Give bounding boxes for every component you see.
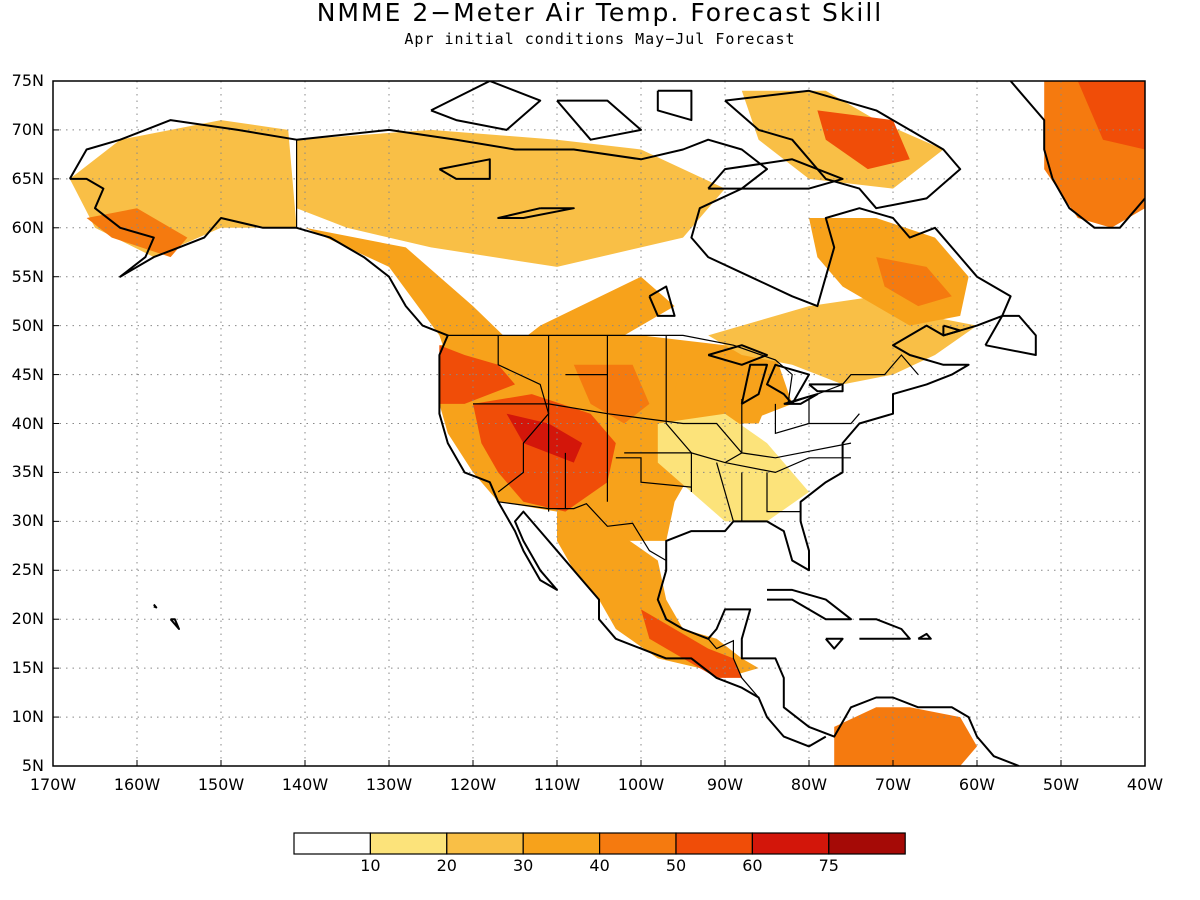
political-border	[498, 501, 667, 562]
coastline	[68, 119, 1020, 766]
political-border	[473, 403, 852, 459]
colorbar-level-label: 30	[513, 856, 534, 875]
coastline	[767, 588, 852, 621]
skill-region-15	[817, 110, 910, 170]
coastline	[825, 637, 844, 650]
coastline	[766, 363, 810, 405]
coastline	[648, 285, 676, 317]
political-border	[724, 399, 743, 464]
skill-region-13	[876, 257, 952, 307]
lat-label: 75N	[11, 71, 44, 90]
skill-region-19	[834, 707, 977, 766]
political-border	[296, 139, 331, 239]
colorbar-level-label: 60	[742, 856, 763, 875]
lat-label: 5N	[21, 756, 44, 775]
coastline	[1009, 81, 1145, 229]
coastline	[656, 89, 693, 122]
lon-label: 80W	[790, 775, 828, 794]
skill-region-2	[296, 129, 725, 267]
lon-label: 90W	[706, 775, 744, 794]
lon-label: 150W	[197, 775, 245, 794]
skill-region-20	[657, 413, 809, 522]
lat-label: 30N	[11, 511, 44, 531]
colorbar-level-label: 50	[665, 856, 687, 875]
political-border	[774, 399, 810, 435]
lat-label: 15N	[11, 658, 44, 678]
skill-region-5	[439, 345, 515, 404]
colorbar-swatch	[828, 832, 906, 855]
coastline	[69, 177, 827, 748]
lon-label: 130W	[365, 775, 413, 794]
coastline	[917, 632, 932, 640]
lat-label: 20N	[11, 609, 44, 629]
coastline	[153, 603, 158, 609]
coastline	[430, 81, 542, 131]
colorbar-swatch	[293, 832, 372, 855]
lon-label: 100W	[617, 775, 665, 794]
lat-label: 25N	[11, 560, 44, 580]
lon-label: 120W	[449, 775, 497, 794]
political-border	[766, 472, 801, 513]
colorbar	[293, 832, 906, 855]
lat-label: 10N	[11, 707, 44, 727]
colorbar-level-label: 75	[818, 856, 839, 875]
colorbar-level-label: 10	[360, 856, 381, 875]
coastline	[808, 383, 844, 393]
colorbar-swatch	[751, 832, 830, 855]
lat-label: 35N	[11, 462, 44, 482]
political-border	[624, 452, 851, 474]
map-subtitle: Apr initial conditions May−Jul Forecast	[404, 30, 796, 48]
political-border	[497, 335, 550, 493]
political-border	[716, 462, 734, 522]
coastline	[740, 363, 768, 405]
coastline	[497, 207, 575, 219]
colorbar-swatch	[446, 832, 524, 855]
political-border	[447, 334, 919, 405]
coastline	[438, 158, 491, 180]
political-border	[615, 457, 692, 488]
lat-label: 50N	[11, 315, 44, 335]
coastline	[556, 99, 642, 141]
lat-label: 70N	[11, 119, 44, 139]
lat-label: 40N	[11, 413, 44, 433]
coastline	[984, 314, 1037, 356]
lon-label: 60W	[958, 775, 996, 794]
skill-region-18	[1077, 81, 1145, 150]
political-border	[707, 638, 760, 698]
lat-label: 55N	[11, 266, 44, 286]
coastline	[169, 618, 180, 630]
coastline	[724, 89, 962, 210]
lon-label: 70W	[874, 775, 912, 794]
map-title: NMME 2−Meter Air Temp. Forecast Skill	[316, 0, 884, 27]
political-border	[665, 335, 693, 492]
skill-region-7	[506, 413, 583, 463]
coastline	[942, 324, 962, 337]
lat-label: 45N	[11, 364, 44, 384]
colorbar-swatch	[522, 832, 601, 855]
coastline	[707, 344, 768, 366]
skill-region-10	[641, 609, 742, 678]
lon-label: 170W	[29, 775, 77, 794]
colorbar-swatch	[369, 832, 448, 855]
lon-label: 110W	[533, 775, 581, 794]
skill-region-9	[557, 511, 759, 678]
skill-region-16	[674, 345, 776, 424]
colorbar-swatch	[675, 832, 754, 855]
skill-region-8	[573, 364, 650, 424]
lon-label: 160W	[113, 775, 161, 794]
colorbar-level-label: 40	[589, 856, 610, 875]
lon-label: 40W	[1126, 775, 1164, 794]
coastline	[859, 618, 911, 640]
lat-label: 60N	[11, 217, 44, 237]
colorbar-swatch	[598, 832, 677, 855]
colorbar-level-label: 20	[436, 856, 457, 875]
lon-label: 140W	[281, 775, 329, 794]
lon-label: 50W	[1042, 775, 1080, 794]
lat-label: 65N	[11, 168, 44, 188]
political-border	[809, 413, 860, 425]
